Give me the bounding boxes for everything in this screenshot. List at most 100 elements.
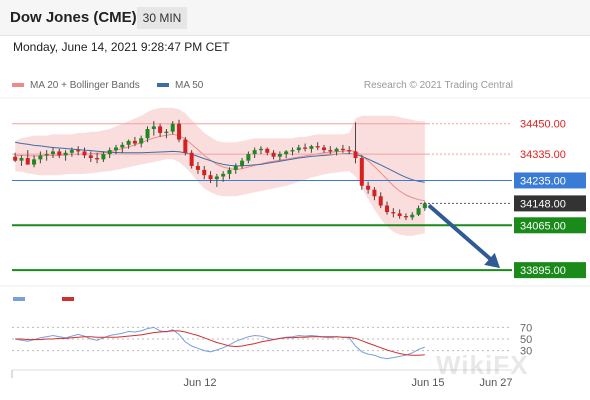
candle-body [372, 189, 377, 197]
candle-body [208, 175, 213, 180]
candle-body [158, 126, 163, 133]
candle-body [13, 156, 18, 161]
candle-body [120, 144, 125, 148]
ma50-label: MA 50 [175, 80, 204, 91]
candle-body [50, 151, 55, 155]
timeframe-button[interactable]: 30 MIN [137, 7, 187, 29]
candle-body [151, 126, 156, 130]
rsi-ma-legend-swatch [62, 297, 74, 301]
candle-body [63, 152, 68, 156]
level-label: 34065.00 [520, 220, 566, 232]
candle-body [126, 140, 131, 145]
level-label-box [514, 262, 586, 279]
candle-body [340, 148, 345, 151]
x-tick-label: Jun 15 [411, 377, 444, 389]
candle-body [170, 123, 175, 132]
candle-body [277, 154, 282, 157]
candle-body [214, 176, 219, 180]
candle-body [403, 216, 408, 218]
chart-datetime: Monday, June 14, 2021 9:28:47 PM CET [13, 40, 230, 54]
candle-body [107, 150, 112, 155]
candle-body [252, 150, 257, 155]
forecast-arrow [427, 203, 496, 264]
candle-body [69, 150, 74, 153]
legend-ma50: MA 50 [157, 80, 203, 91]
candle-body [38, 155, 43, 160]
candle-body [202, 169, 207, 176]
candle-body [271, 152, 276, 157]
candle-body [44, 154, 49, 156]
bollinger-swatch [12, 83, 24, 88]
candle-body [353, 151, 358, 159]
candle-body [397, 213, 402, 217]
candle-body [296, 147, 301, 151]
level-label: 34450.00 [520, 119, 566, 131]
candle-body [101, 154, 106, 160]
level-label: 34148.00 [520, 198, 566, 210]
candle-body [240, 160, 245, 166]
candle-body [303, 147, 308, 149]
candle-body [416, 208, 421, 215]
level-label-box [514, 195, 586, 212]
candle-body [177, 123, 182, 140]
candle-body [145, 129, 150, 139]
rsi-legend-swatch [13, 297, 25, 301]
candle-body [366, 185, 371, 190]
rsi-tick-label: 70 [520, 322, 532, 334]
level-label: 34335.00 [520, 149, 566, 161]
candle-body [32, 159, 37, 165]
candle-body [410, 214, 415, 218]
rsi-tick-label: 30 [520, 346, 532, 358]
candle-body [322, 147, 326, 151]
copyright-text: Research © 2021 Trading Central [363, 80, 513, 91]
candle-body [139, 138, 144, 144]
candle-body [315, 146, 320, 148]
candle-body [246, 154, 251, 161]
candle-body [114, 147, 118, 151]
candle-body [422, 203, 427, 209]
legend-bollinger: MA 20 + Bollinger Bands [12, 80, 140, 91]
candle-body [195, 165, 200, 170]
forecast-arrow-head [484, 252, 500, 269]
rsi-tick-label: 50 [520, 334, 532, 346]
candle-body [88, 155, 93, 159]
ma50-swatch [157, 83, 169, 88]
candle-body [391, 212, 396, 214]
candle-body [290, 150, 295, 152]
candle-body [258, 148, 263, 151]
candle-body [233, 165, 238, 170]
bollinger-band-area [15, 107, 425, 236]
candle-body [385, 205, 390, 213]
candle-body [19, 158, 24, 161]
candle-body [265, 148, 270, 153]
candle-body [57, 151, 62, 156]
candle-body [183, 139, 188, 153]
candle-body [95, 158, 100, 160]
candle-body [227, 169, 232, 174]
level-label-box [514, 217, 586, 234]
candle-body [221, 173, 226, 177]
candle-body [284, 151, 289, 155]
candle-body [328, 150, 333, 152]
candle-body [347, 150, 352, 152]
watermark-logo: WikiFX [436, 350, 529, 380]
x-tick-label: Jun 12 [183, 377, 216, 389]
bollinger-label: MA 20 + Bollinger Bands [30, 80, 140, 91]
candle-body [82, 151, 87, 156]
rsi-line [15, 326, 425, 360]
chart-header: Dow Jones (CME) 30 MIN [0, 0, 590, 36]
level-label-box [514, 172, 586, 189]
instrument-title: Dow Jones (CME) [10, 9, 137, 26]
candle-body [359, 158, 364, 186]
candle-body [309, 146, 314, 149]
candle-body [378, 196, 383, 206]
candle-body [334, 148, 339, 152]
candle-body [25, 158, 30, 165]
candle-body [132, 140, 137, 144]
level-label: 34235.00 [520, 175, 566, 187]
x-tick-label: Jun 27 [479, 377, 512, 389]
rsi-ma-line [15, 330, 425, 356]
candle-body [189, 152, 194, 166]
candle-body [164, 131, 169, 133]
